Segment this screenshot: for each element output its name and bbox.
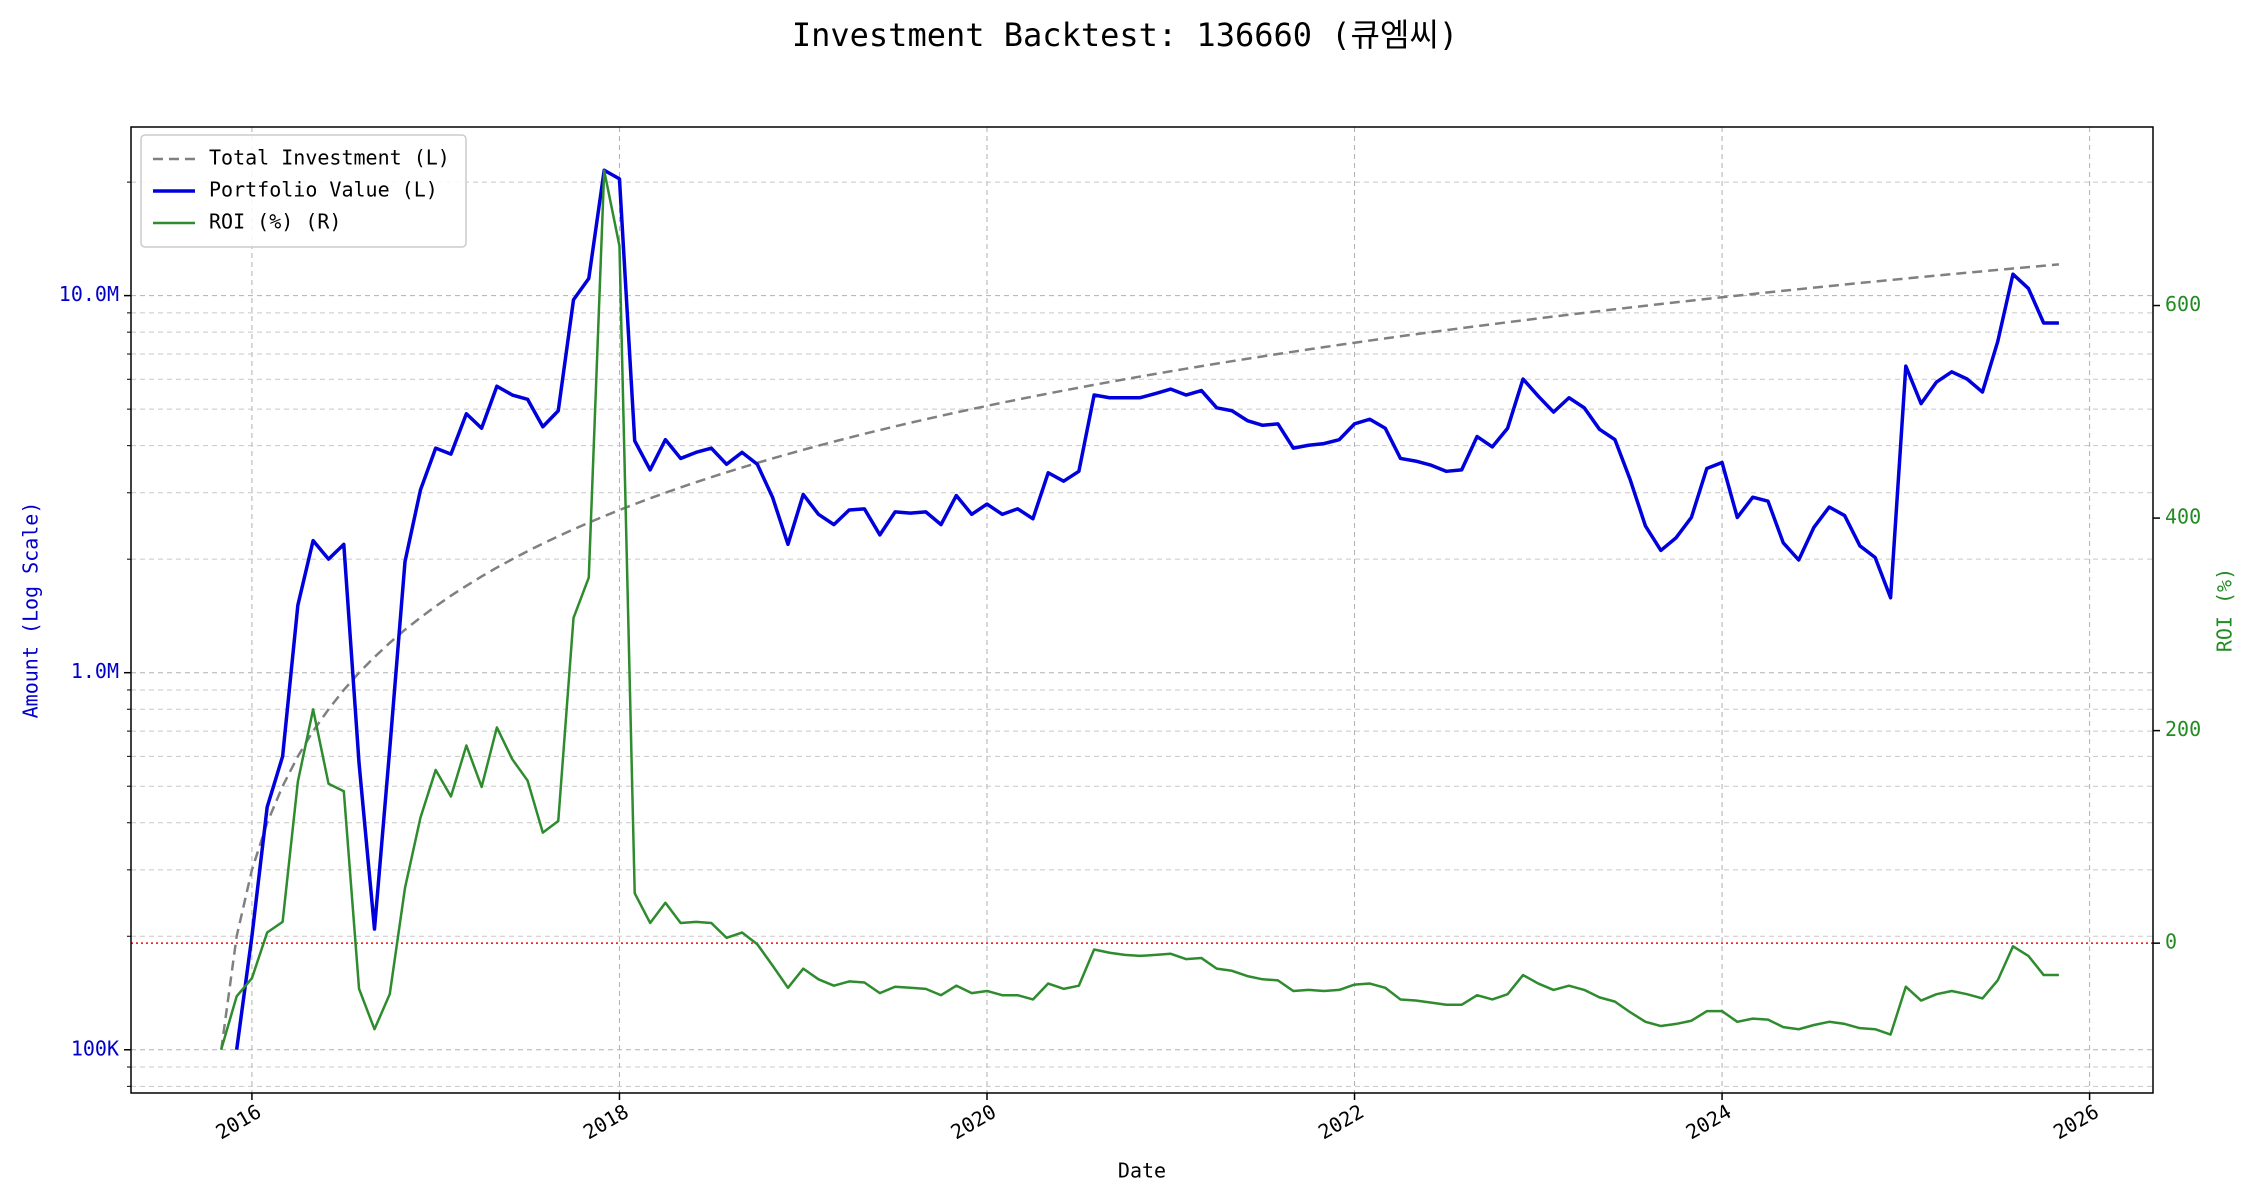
legend-box [140,134,467,248]
y-tick-label: 10.0M [59,282,119,306]
plot-frame [130,126,2154,1094]
y2-tick-label: 200 [2165,717,2201,741]
y2-tick-label: 600 [2165,292,2201,316]
y-tick-label: 100K [71,1036,119,1060]
series-line [219,263,2060,1050]
x-axis-label: Date [1118,1159,1166,1183]
y2-tick-label: 0 [2165,930,2177,954]
y2-axis-label: ROI (%) [2213,568,2237,652]
y-axis-label: Amount (Log Scale) [19,502,43,719]
chart-title: Investment Backtest: 136660 (큐엠씨) [792,16,1458,54]
series-line [220,169,2059,1050]
legend-label: Total Investment (L) [209,146,450,170]
y2-tick-label: 400 [2165,505,2201,529]
legend-label: Portfolio Value (L) [209,178,438,202]
legend-label: ROI (%) (R) [209,210,341,234]
plot-layer [131,168,2153,1051]
series-line [234,168,2059,1051]
y-tick-label: 1.0M [71,659,119,683]
legend: Total Investment (L) Portfolio Value (L) R… [140,134,467,248]
grid-layer [131,127,2153,1093]
